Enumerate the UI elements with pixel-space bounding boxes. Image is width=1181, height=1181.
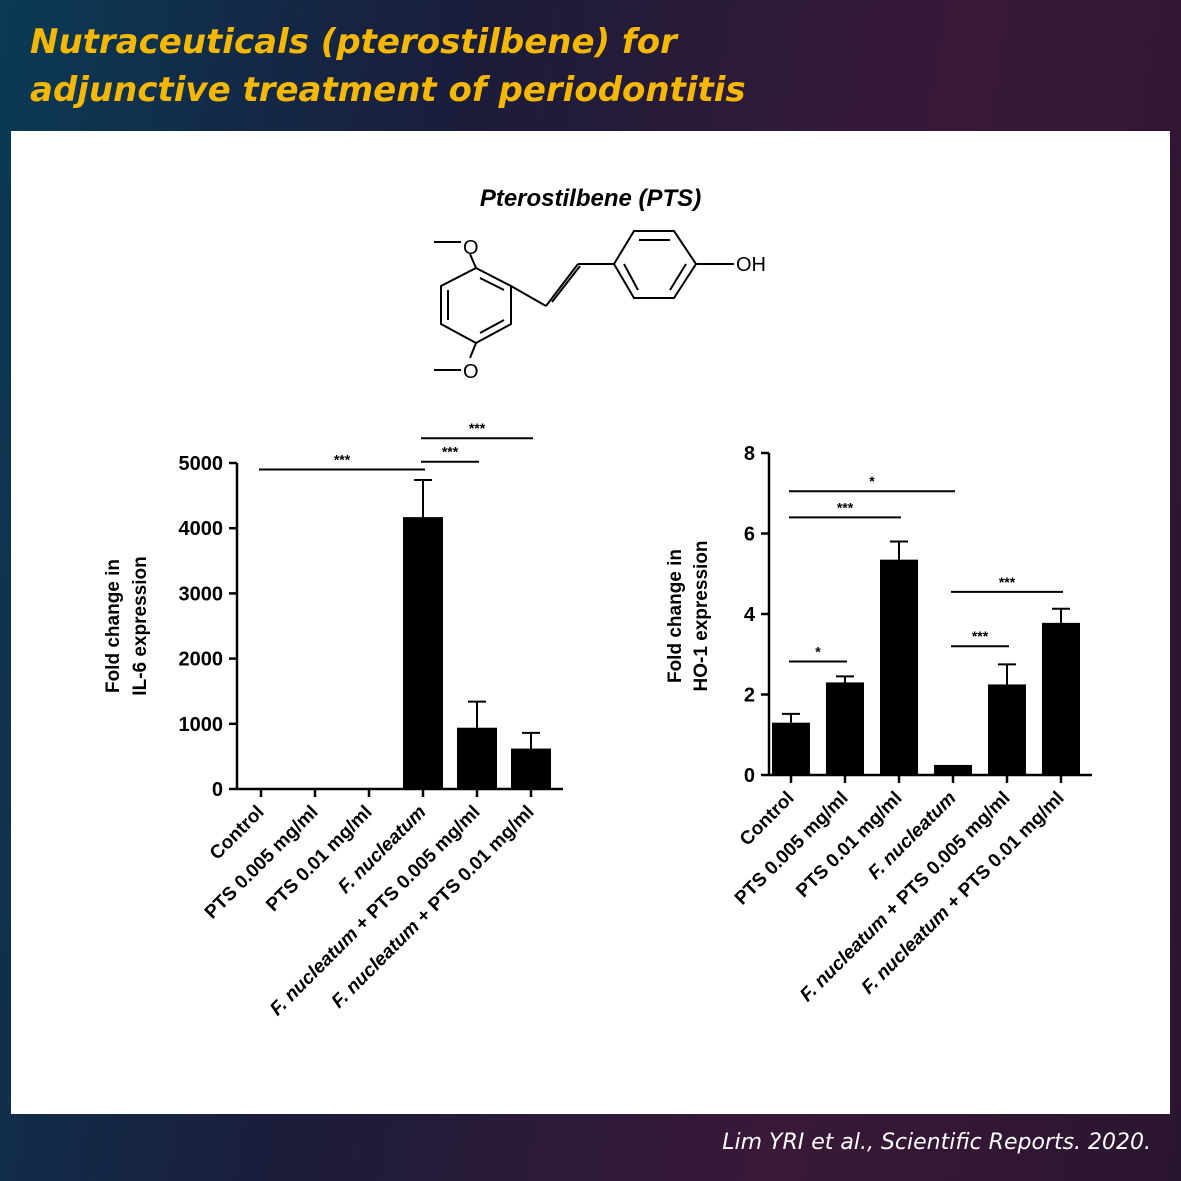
compound-name: Pterostilbene (PTS) [479,185,702,212]
slide-title: Nutraceuticals (pterostilbene) for adjun… [30,18,1150,114]
y-tick-label: 6 [744,524,755,546]
figure-panel: Pterostilbene (PTS) O O [11,131,1170,1114]
significance-label: *** [469,420,486,436]
y-tick-label: 8 [744,443,755,465]
chemical-structure: O O OH [434,230,766,383]
y-tick-label: 5000 [179,453,224,475]
bar [880,559,918,775]
significance-label: * [815,643,821,659]
significance-label: *** [999,574,1016,590]
oxygen-label-top: O [463,237,479,259]
y-axis-label: IL-6 expression [130,556,151,695]
significance-label: *** [972,628,989,644]
bar [988,684,1026,775]
y-axis-label: Fold change in [103,559,124,693]
hydroxyl-label: OH [736,254,766,276]
citation: Lim YRI et al., Scientific Reports. 2020… [722,1130,1151,1155]
significance-label: *** [837,499,854,515]
y-tick-label: 4000 [179,518,224,540]
title-line-2: adjunctive treatment of periodontitis [30,70,746,110]
title-line-1: Nutraceuticals (pterostilbene) for [30,22,677,62]
bar [934,764,972,775]
bar [457,727,497,789]
bar [772,722,810,775]
significance-label: *** [334,452,351,468]
y-tick-label: 2 [744,685,755,707]
bar [826,682,864,775]
y-axis-label: Fold change in [665,549,686,683]
bar [511,748,551,789]
y-tick-label: 0 [212,779,223,801]
y-tick-label: 4 [744,604,756,626]
y-tick-label: 1000 [179,714,224,736]
oxygen-label-bottom: O [463,361,479,383]
y-tick-label: 3000 [179,583,224,605]
y-tick-label: 0 [744,765,755,787]
y-axis-label: HO-1 expression [691,541,712,692]
bar [1042,622,1080,775]
il6-chart: 0 1000 2000 3000 4000 5000 Fold change in IL-6 … [103,420,563,1020]
y-tick-label: 2000 [179,649,224,671]
bar [403,517,443,789]
significance-label: *** [442,444,459,460]
significance-label: * [869,473,875,489]
